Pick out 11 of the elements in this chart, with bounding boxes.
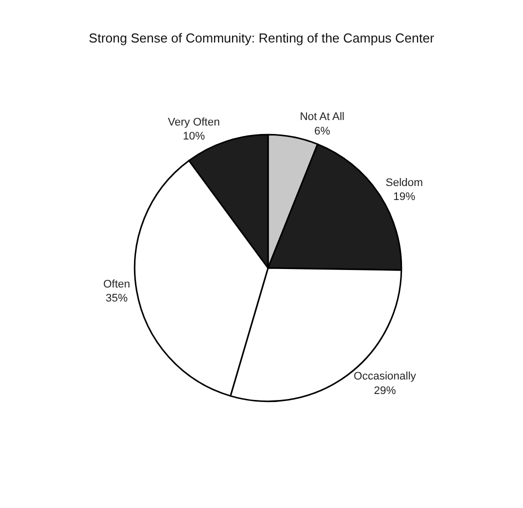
chart-title: Strong Sense of Community: Renting of the Campus Center xyxy=(88,30,435,46)
data-label: 19% xyxy=(393,191,416,204)
data-label: 29% xyxy=(374,385,396,398)
data-label: 35% xyxy=(106,292,128,305)
slice-label: Seldom xyxy=(386,176,423,189)
data-label: 6% xyxy=(314,126,330,138)
slice-label: Very Often xyxy=(168,116,220,128)
data-label: 10% xyxy=(182,130,206,143)
slice-label: Occasionally xyxy=(354,370,417,383)
slice-label: Not At All xyxy=(300,111,344,124)
slice-label: Often xyxy=(103,278,130,290)
